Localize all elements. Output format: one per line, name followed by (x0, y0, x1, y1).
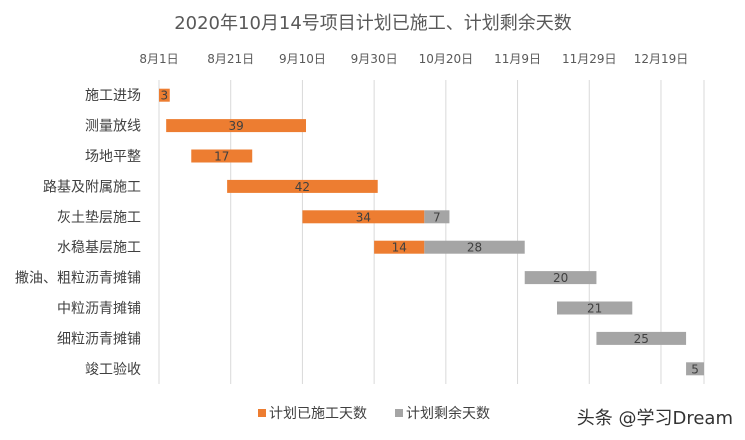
bar-remaining (424, 210, 450, 224)
x-tick-label: 8月21日 (207, 52, 254, 66)
bar-data-label: 39 (228, 119, 243, 133)
bar-remaining (424, 240, 525, 254)
x-tick-label: 10月20日 (419, 52, 474, 66)
bar-data-label: 14 (392, 241, 407, 255)
y-axis-category-labels: 施工进场测量放线场地平整路基及附属施工灰土垫层施工水稳基层施工撒油、粗粒沥青摊铺… (15, 88, 141, 378)
watermark-text: 头条 @学习Dream (576, 408, 733, 429)
bar-data-label: 25 (634, 332, 649, 346)
bar-data-label: 42 (295, 180, 310, 194)
legend-label: 计划已施工天数 (269, 406, 367, 422)
bar-completed (302, 210, 425, 224)
bar-data-label: 7 (433, 210, 441, 224)
y-category-label: 测量放线 (85, 119, 141, 135)
y-category-label: 水稳基层施工 (57, 239, 141, 256)
y-category-label: 灰土垫层施工 (57, 210, 141, 226)
bar-remaining (686, 362, 704, 376)
y-category-label: 场地平整 (85, 149, 141, 165)
bars: 3 39 17 42 34 7 14 28 20 21 25 5 (159, 88, 704, 376)
y-category-label: 路基及附属施工 (43, 178, 141, 195)
bar-data-label: 20 (553, 271, 568, 285)
y-category-label: 细粒沥青摊铺 (57, 331, 141, 347)
x-axis-tick-labels: 8月1日 8月21日 9月10日 9月30日 10月20日 11月9日 11月29日 12月1… (139, 52, 688, 66)
x-tick-label: 12月19日 (634, 52, 689, 66)
bar-completed (166, 119, 307, 133)
bar-completed (374, 240, 425, 254)
bar-completed (191, 149, 253, 163)
bar-data-label: 21 (587, 302, 602, 316)
y-category-label: 施工进场 (85, 88, 141, 104)
y-category-label: 竣工验收 (85, 362, 141, 378)
legend: 计划已施工天数 计划剩余天数 (258, 405, 490, 422)
bar-remaining (556, 301, 633, 315)
legend-swatch (395, 409, 403, 417)
x-tick-label: 11月9日 (494, 52, 541, 66)
y-category-label: 中粒沥青摊铺 (57, 301, 141, 317)
chart-title: 2020年10月14号项目计划已施工、计划剩余天数 (174, 13, 572, 34)
bar-completed (159, 88, 170, 102)
bar-data-label: 3 (161, 89, 169, 103)
x-tick-label: 11月29日 (562, 52, 617, 66)
x-tick-label: 9月10日 (279, 52, 326, 66)
bar-data-label: 17 (214, 150, 229, 164)
legend-label: 计划剩余天数 (406, 405, 490, 422)
bar-data-label: 5 (691, 362, 699, 376)
bar-completed (227, 179, 378, 193)
bar-remaining (596, 331, 687, 345)
y-category-label: 撒油、粗粒沥青摊铺 (15, 271, 141, 287)
x-tick-label: 9月30日 (351, 52, 398, 66)
bar-data-label: 34 (356, 210, 371, 224)
legend-swatch (258, 409, 266, 417)
bar-data-label: 28 (467, 241, 482, 255)
x-tick-label: 8月1日 (139, 52, 178, 66)
bar-remaining (524, 271, 597, 285)
